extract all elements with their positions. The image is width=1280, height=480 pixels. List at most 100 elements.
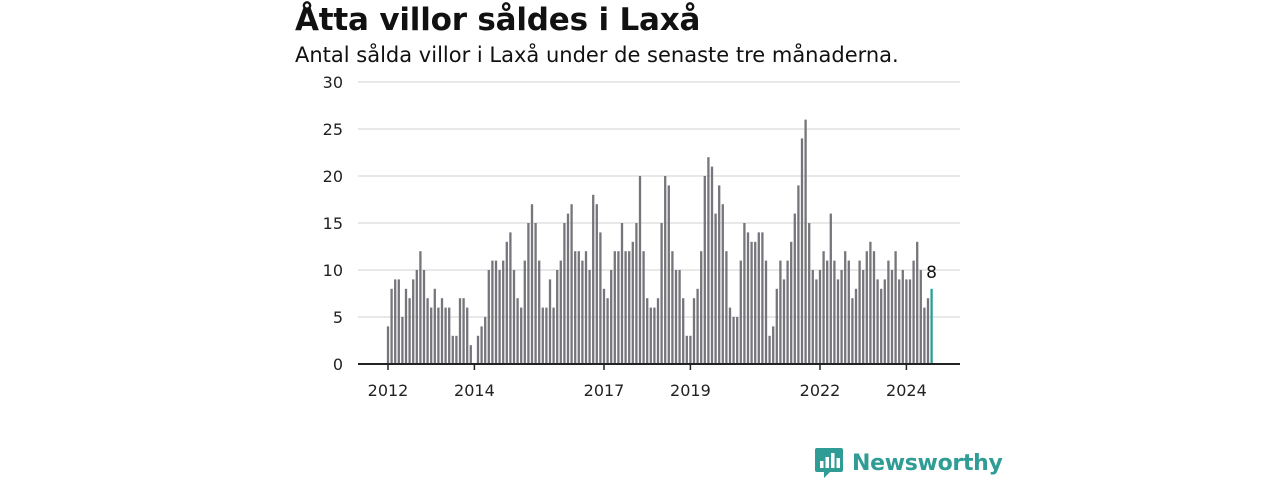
bar	[721, 204, 724, 364]
chart-title: Åtta villor såldes i Laxå	[295, 2, 701, 38]
bar	[617, 251, 620, 364]
bar	[566, 213, 570, 364]
bar	[469, 345, 472, 364]
bar	[739, 260, 742, 364]
bar	[833, 260, 836, 364]
bar	[592, 194, 595, 364]
bar	[782, 279, 786, 364]
bar	[790, 241, 793, 364]
bar	[772, 326, 775, 364]
bar	[545, 307, 548, 364]
bar	[552, 307, 555, 364]
bar	[808, 223, 811, 364]
y-tick-label: 25	[323, 120, 343, 139]
bar	[631, 241, 634, 364]
bar	[415, 270, 418, 364]
bar	[660, 223, 663, 364]
bar	[516, 298, 519, 364]
bar	[768, 335, 771, 364]
bar	[761, 232, 764, 364]
bar	[728, 307, 732, 364]
bar	[498, 270, 501, 364]
bar	[732, 317, 735, 364]
bar	[530, 204, 534, 364]
y-tick-label: 30	[323, 73, 343, 92]
bar	[433, 288, 436, 364]
bar	[678, 270, 681, 364]
bar	[743, 223, 746, 364]
bar	[394, 279, 397, 364]
bar	[818, 270, 822, 364]
bar	[401, 317, 404, 364]
y-tick-label: 10	[323, 261, 343, 280]
bar	[491, 260, 494, 364]
bar	[865, 251, 868, 364]
bar	[624, 251, 627, 364]
bar	[696, 288, 699, 364]
bar	[635, 223, 638, 364]
bar	[898, 279, 901, 364]
bar	[397, 279, 400, 364]
bar	[610, 270, 613, 364]
bar	[440, 298, 444, 364]
bar	[876, 279, 879, 364]
bar	[444, 307, 447, 364]
bar	[646, 298, 649, 364]
bar	[689, 335, 692, 364]
bar	[775, 288, 778, 364]
bar	[671, 251, 674, 364]
bar	[840, 270, 843, 364]
bar	[656, 298, 660, 364]
bar	[714, 213, 717, 364]
bar	[890, 270, 894, 364]
bar	[386, 326, 390, 364]
bar	[620, 223, 624, 364]
bar	[628, 251, 631, 364]
x-tick-label: 2022	[800, 381, 841, 400]
bar	[606, 298, 609, 364]
bar	[894, 251, 897, 364]
bar	[422, 270, 426, 364]
bar	[880, 288, 883, 364]
x-tick-label: 2012	[368, 381, 409, 400]
bar	[700, 251, 703, 364]
bar	[692, 298, 696, 364]
bar	[905, 279, 908, 364]
bar	[512, 270, 516, 364]
bar	[520, 307, 523, 364]
bar	[581, 260, 584, 364]
bar	[746, 232, 750, 364]
brand-logo: Newsworthy	[814, 446, 1003, 480]
bar	[541, 307, 544, 364]
last-value-label: 8	[926, 263, 937, 283]
bar	[926, 298, 930, 364]
bar	[476, 335, 480, 364]
x-tick-label: 2017	[584, 381, 625, 400]
bar	[584, 251, 588, 364]
bar	[509, 232, 512, 364]
bar	[793, 213, 796, 364]
bar	[703, 176, 706, 364]
bar	[710, 166, 714, 364]
bar	[847, 260, 850, 364]
bar	[534, 223, 537, 364]
bar	[822, 251, 825, 364]
bar	[527, 223, 530, 364]
bar	[797, 185, 800, 364]
bar	[412, 279, 415, 364]
bar	[754, 241, 757, 364]
bar	[667, 185, 670, 364]
bar-latest	[930, 288, 933, 364]
bar	[919, 270, 922, 364]
bar	[426, 298, 429, 364]
brand-name: Newsworthy	[852, 450, 1003, 476]
bars	[386, 119, 933, 364]
bar	[570, 204, 573, 364]
x-tick-label: 2019	[670, 381, 711, 400]
bar	[858, 260, 861, 364]
x-axis-ticks: 2012 2014 2017 2019 2022 2024	[368, 364, 927, 400]
chart-subtitle: Antal sålda villor i Laxå under de senas…	[295, 43, 899, 67]
x-tick-label: 2024	[886, 381, 927, 400]
bar	[458, 298, 462, 364]
bar	[872, 251, 876, 364]
